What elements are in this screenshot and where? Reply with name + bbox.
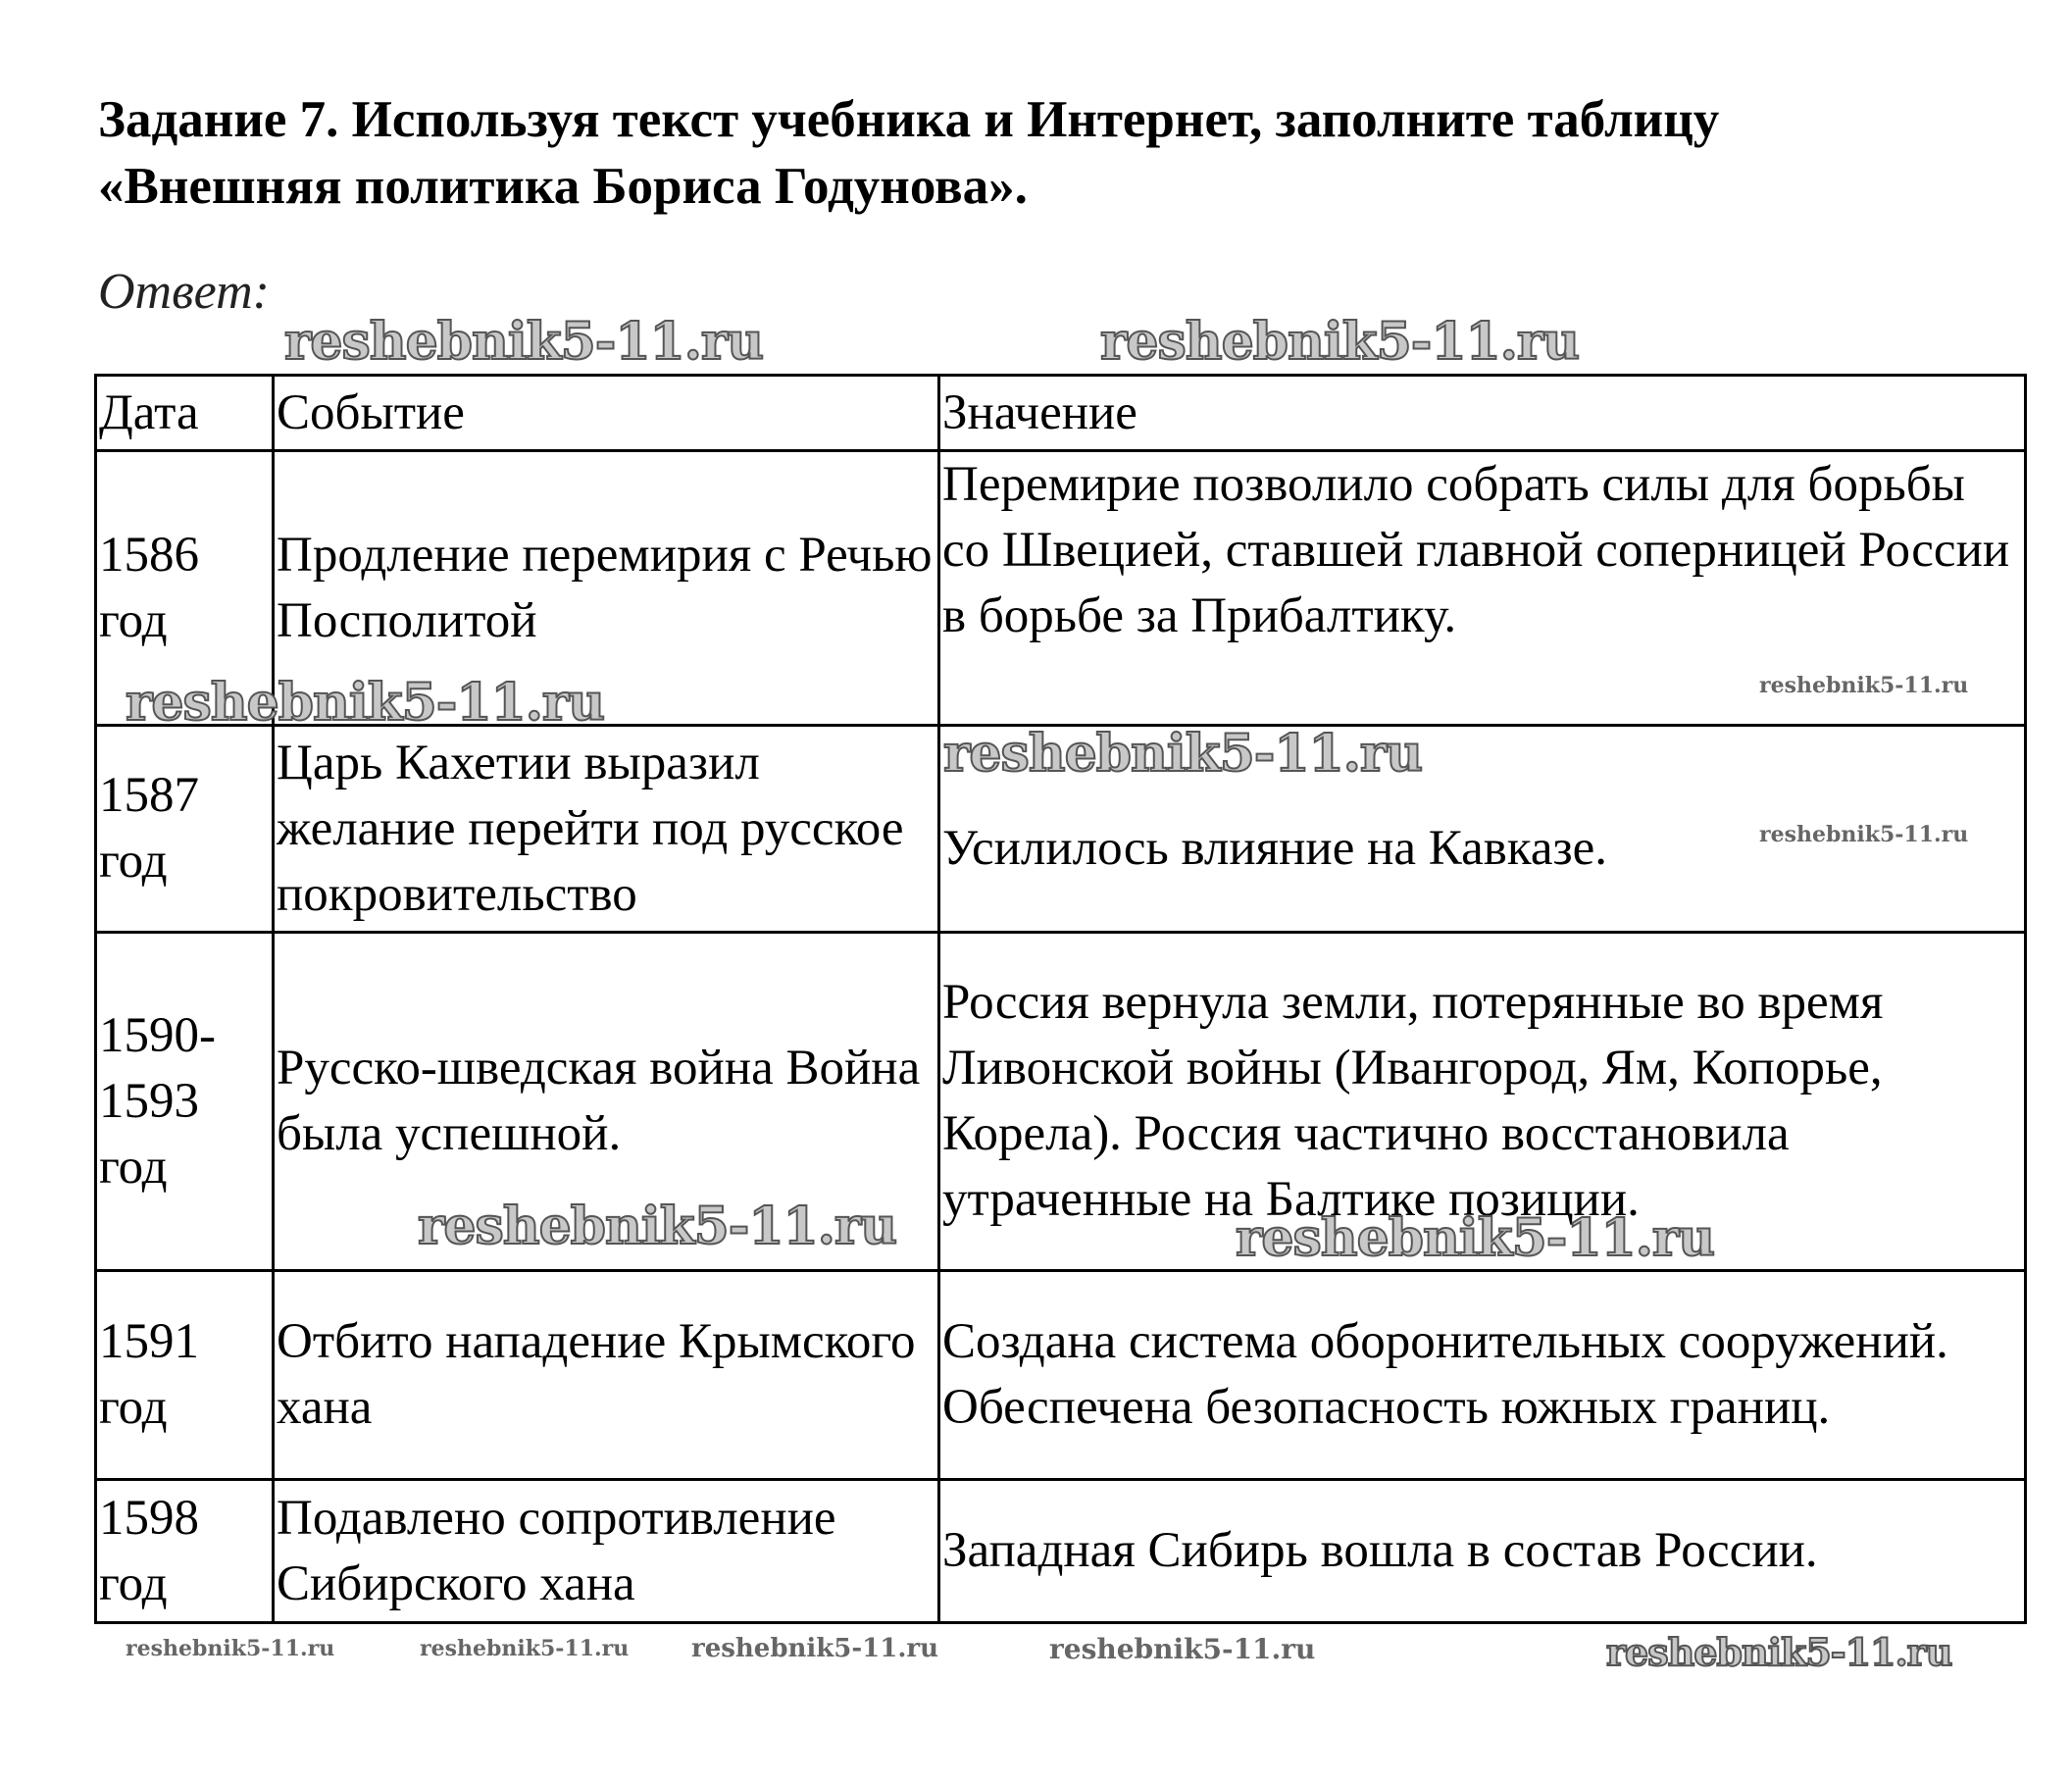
event-cell: Продление перемирия с Речью Посполитой	[272, 449, 940, 727]
date-cell: 1587 год	[94, 724, 275, 934]
watermark: reshebnik5-11.ru	[1049, 1633, 1316, 1665]
table-row: 1587 год Царь Кахетии выразил желание пе…	[94, 724, 2027, 934]
table-row: 1591 год Отбито нападение Крымского хана…	[94, 1269, 2027, 1481]
meaning-cell: Создана система оборонительных сооружени…	[937, 1269, 2027, 1481]
watermark: reshebnik5-11.ru	[420, 1636, 630, 1661]
foreign-policy-table: Дата Событие Значение 1586 год Продление…	[94, 374, 2027, 1624]
header-date: Дата	[94, 374, 275, 452]
event-cell: Отбито нападение Крымского хана	[272, 1269, 940, 1481]
event-cell: Подавлено сопротивление Сибирского хана	[272, 1478, 940, 1624]
table-row: 1598 год Подавлено сопротивление Сибирск…	[94, 1478, 2027, 1624]
watermark: reshebnik5-11.ru	[1759, 822, 1969, 847]
table-row: 1590-1593 год Русско-шведская война Войн…	[94, 931, 2027, 1272]
meaning-cell: Перемирие позволило собрать силы для бор…	[937, 449, 2027, 727]
watermark: reshebnik5-11.ru	[691, 1634, 939, 1663]
meaning-cell: Россия вернула земли, потерянные во врем…	[937, 931, 2027, 1272]
table-header-row: Дата Событие Значение	[94, 374, 2027, 452]
date-cell: 1591 год	[94, 1269, 275, 1481]
event-cell: Русско-шведская война Война была успешно…	[272, 931, 940, 1272]
watermark: reshebnik5-11.ru	[283, 311, 765, 373]
meaning-cell: Западная Сибирь вошла в состав России.	[937, 1478, 2027, 1624]
event-cell: Царь Кахетии выразил желание перейти под…	[272, 724, 940, 934]
date-cell: 1586 год	[94, 449, 275, 727]
header-event: Событие	[272, 374, 940, 452]
meaning-cell: Усилилось влияние на Кавказе.	[937, 724, 2027, 934]
answer-label: Ответ:	[98, 264, 270, 320]
watermark: reshebnik5-11.ru	[417, 1196, 898, 1257]
watermark: reshebnik5-11.ru	[1605, 1629, 1953, 1675]
watermark: reshebnik5-11.ru	[126, 1636, 335, 1661]
table-row: 1586 год Продление перемирия с Речью Пос…	[94, 449, 2027, 727]
watermark: reshebnik5-11.ru	[1099, 311, 1581, 373]
date-cell: 1598 год	[94, 1478, 275, 1624]
watermark: reshebnik5-11.ru	[1235, 1207, 1716, 1269]
date-cell: 1590-1593 год	[94, 931, 275, 1272]
task-title: Задание 7. Используя текст учебника и Ин…	[98, 91, 1720, 215]
watermark: reshebnik5-11.ru	[1759, 673, 1969, 698]
watermark: reshebnik5-11.ru	[942, 723, 1424, 785]
watermark: reshebnik5-11.ru	[125, 672, 606, 734]
header-meaning: Значение	[937, 374, 2027, 452]
